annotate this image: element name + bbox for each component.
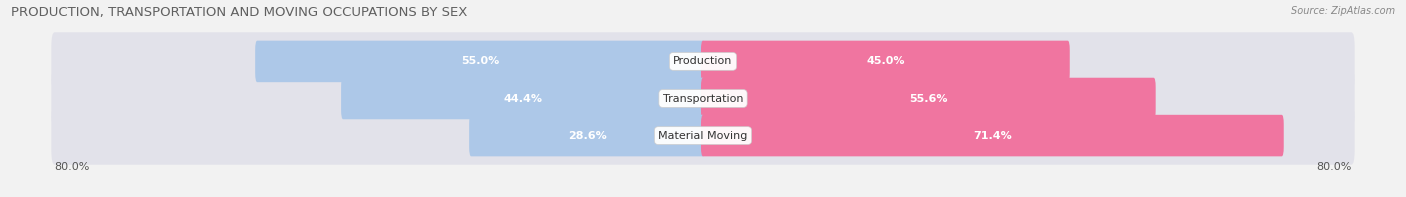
- FancyBboxPatch shape: [702, 78, 1156, 119]
- Text: Production: Production: [673, 56, 733, 66]
- FancyBboxPatch shape: [342, 78, 704, 119]
- Text: Material Moving: Material Moving: [658, 131, 748, 141]
- FancyBboxPatch shape: [702, 41, 1070, 82]
- Text: 55.6%: 55.6%: [910, 94, 948, 103]
- Text: 80.0%: 80.0%: [1316, 162, 1351, 172]
- FancyBboxPatch shape: [52, 32, 1354, 91]
- Text: PRODUCTION, TRANSPORTATION AND MOVING OCCUPATIONS BY SEX: PRODUCTION, TRANSPORTATION AND MOVING OC…: [11, 6, 468, 19]
- Text: 45.0%: 45.0%: [866, 56, 904, 66]
- Text: 55.0%: 55.0%: [461, 56, 499, 66]
- FancyBboxPatch shape: [470, 115, 704, 156]
- FancyBboxPatch shape: [52, 106, 1354, 165]
- Text: 44.4%: 44.4%: [503, 94, 543, 103]
- Text: 80.0%: 80.0%: [55, 162, 90, 172]
- Text: 71.4%: 71.4%: [973, 131, 1012, 141]
- Text: Transportation: Transportation: [662, 94, 744, 103]
- Text: 28.6%: 28.6%: [568, 131, 606, 141]
- FancyBboxPatch shape: [52, 69, 1354, 128]
- FancyBboxPatch shape: [702, 115, 1284, 156]
- FancyBboxPatch shape: [256, 41, 704, 82]
- Text: Source: ZipAtlas.com: Source: ZipAtlas.com: [1291, 6, 1395, 16]
